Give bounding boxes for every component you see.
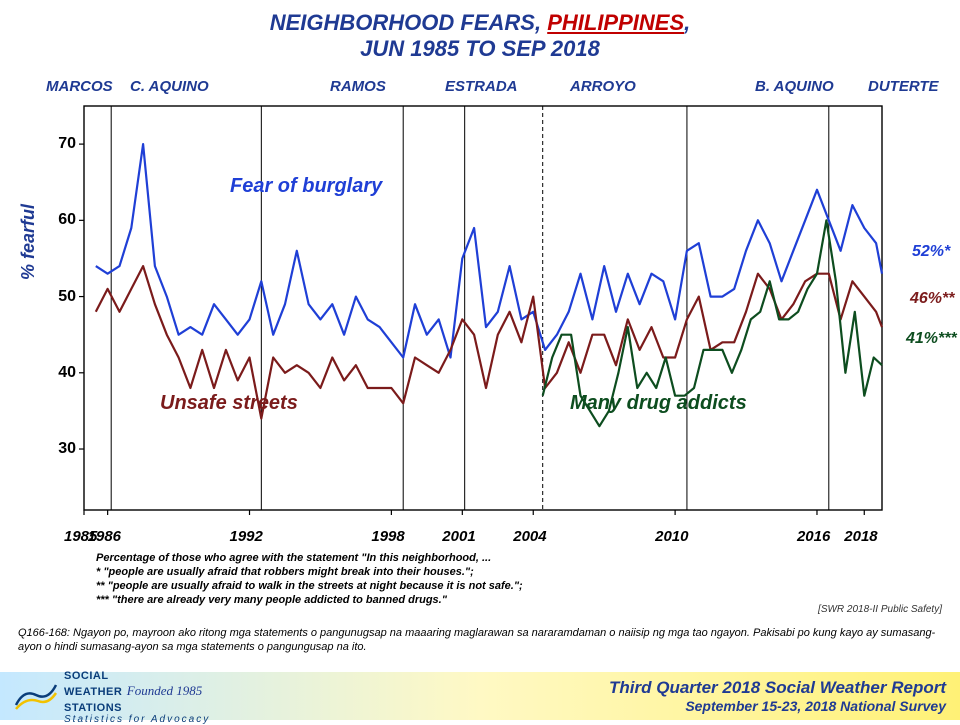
title-line2: JUN 1985 TO SEP 2018 bbox=[0, 36, 960, 62]
y-axis-label: % fearful bbox=[18, 204, 39, 280]
y-tick: 70 bbox=[52, 135, 76, 153]
footnote-4: *** "there are already very many people … bbox=[96, 594, 447, 608]
sws-logo-icon bbox=[14, 679, 58, 713]
y-tick: 60 bbox=[52, 211, 76, 229]
logo-tagline: Statistics for Advocacy bbox=[64, 715, 210, 725]
footnote-2: * "people are usually afraid that robber… bbox=[96, 566, 474, 580]
x-tick: 2004 bbox=[513, 528, 546, 545]
logo-block: SOCIAL WEATHER Founded 1985 STATIONS Sta… bbox=[14, 667, 210, 725]
source-tag: [SWR 2018-II Public Safety] bbox=[818, 604, 942, 615]
title-post: , bbox=[684, 10, 690, 35]
y-tick: 50 bbox=[52, 288, 76, 306]
x-tick: 2016 bbox=[797, 528, 830, 545]
series-label-drugs: Many drug addicts bbox=[570, 392, 747, 415]
y-tick: 40 bbox=[52, 364, 76, 382]
title-country: PHILIPPINES bbox=[547, 10, 684, 35]
series-label-unsafe: Unsafe streets bbox=[160, 392, 298, 415]
x-tick: 1992 bbox=[230, 528, 263, 545]
president-label: RAMOS bbox=[330, 78, 386, 95]
logo-line1: SOCIAL bbox=[64, 670, 109, 682]
logo-line3: STATIONS bbox=[64, 702, 122, 714]
end-label-unsafe: 46%** bbox=[910, 290, 954, 308]
chart-title: NEIGHBORHOOD FEARS, PHILIPPINES, JUN 198… bbox=[0, 0, 960, 62]
end-label-drugs: 41%*** bbox=[906, 330, 957, 348]
y-tick: 30 bbox=[52, 440, 76, 458]
series-label-burglary: Fear of burglary bbox=[230, 175, 382, 198]
title-pre: NEIGHBORHOOD FEARS, bbox=[270, 10, 547, 35]
footer-bar: SOCIAL WEATHER Founded 1985 STATIONS Sta… bbox=[0, 672, 960, 720]
end-label-burglary: 52%* bbox=[912, 243, 950, 261]
question-note: Q166-168: Ngayon po, mayroon ako ritong … bbox=[18, 626, 942, 655]
x-tick: 2010 bbox=[655, 528, 688, 545]
footnote-1: Percentage of those who agree with the s… bbox=[96, 552, 491, 566]
x-tick: 2018 bbox=[844, 528, 877, 545]
president-label: C. AQUINO bbox=[130, 78, 209, 95]
x-tick: 1998 bbox=[371, 528, 404, 545]
president-label: ESTRADA bbox=[445, 78, 518, 95]
logo-line2: WEATHER bbox=[64, 686, 122, 698]
footer-report-title: Third Quarter 2018 Social Weather Report bbox=[609, 678, 946, 698]
footnote-3: ** "people are usually afraid to walk in… bbox=[96, 580, 523, 594]
footer-right: Third Quarter 2018 Social Weather Report… bbox=[609, 678, 946, 714]
president-label: ARROYO bbox=[570, 78, 636, 95]
president-label: MARCOS bbox=[46, 78, 113, 95]
chart-area bbox=[48, 100, 928, 520]
logo-founded: Founded 1985 bbox=[127, 683, 202, 698]
x-tick: 2001 bbox=[442, 528, 475, 545]
president-label: DUTERTE bbox=[868, 78, 939, 95]
x-tick: 1986 bbox=[88, 528, 121, 545]
footer-survey-date: September 15-23, 2018 National Survey bbox=[609, 698, 946, 714]
president-label: B. AQUINO bbox=[755, 78, 834, 95]
